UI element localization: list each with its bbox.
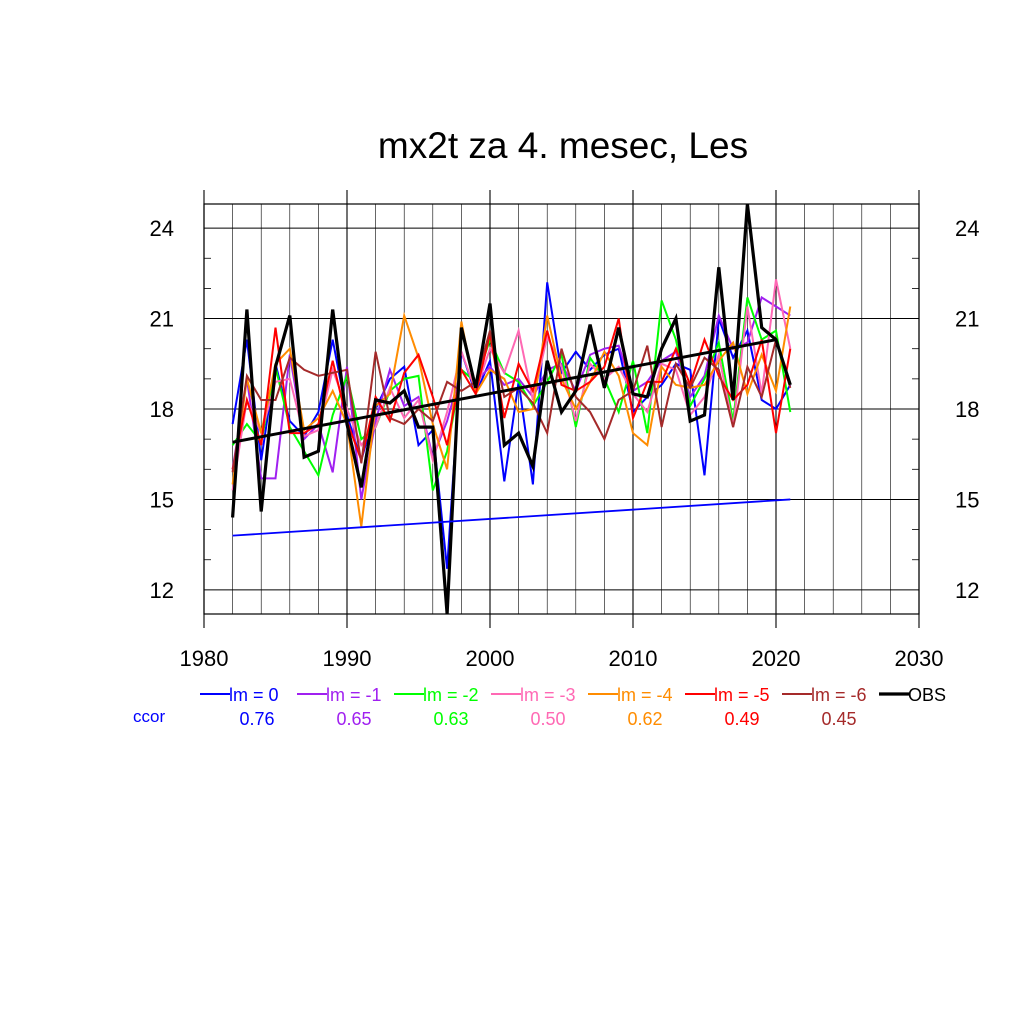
x-tick-label: 2010: [609, 646, 658, 671]
ccor-value: 0.62: [627, 709, 662, 729]
grid: [203, 190, 920, 628]
x-tick-label: 2000: [466, 646, 515, 671]
legend-label: lm = -1: [326, 685, 382, 705]
plot-frame: [203, 203, 920, 615]
trend-lines: [232, 338, 791, 537]
y-tick-label-left: 15: [150, 487, 174, 512]
x-tick-label: 2020: [752, 646, 801, 671]
y-tick-label-left: 18: [150, 397, 174, 422]
chart-title: mx2t za 4. mesec, Les: [378, 125, 748, 166]
series-line-lm2: [231, 297, 792, 491]
series-line-lm3: [231, 279, 792, 491]
y-tick-label-left: 12: [150, 578, 174, 603]
series-line-lm4: [231, 306, 792, 527]
plot-border: [203, 203, 920, 615]
series-line-obs: [231, 203, 792, 615]
x-tick-label: 2030: [895, 646, 944, 671]
legend-label: lm = -2: [423, 685, 479, 705]
y-tick-label-right: 18: [955, 397, 979, 422]
trend-line-obs: [232, 338, 777, 444]
y-tick-label-right: 21: [955, 307, 979, 332]
y-tick-label-right: 24: [955, 216, 979, 241]
legend-label: lm = 0: [229, 685, 279, 705]
y-tick-label-left: 21: [150, 307, 174, 332]
legend-label: OBS: [908, 685, 946, 705]
legend-label: lm = -5: [714, 685, 770, 705]
trend-line-lm0: [232, 498, 791, 537]
ccor-value: 0.50: [530, 709, 565, 729]
legend: lm = 0 0.76 lm = -1 0.65 lm = -2 0.63 lm = -3 0…: [133, 685, 946, 729]
ccor-label: ccor: [133, 707, 165, 726]
legend-label: lm = -6: [811, 685, 867, 705]
ccor-value: 0.49: [724, 709, 759, 729]
y-tick-label-right: 12: [955, 578, 979, 603]
legend-label: lm = -3: [520, 685, 576, 705]
y-tick-label-left: 24: [150, 216, 174, 241]
ccor-value: 0.65: [336, 709, 371, 729]
tick-labels: 1980 1990 2000 2010 2020 2030 12 12 15 15 18 18 21 21…: [150, 216, 980, 671]
legend-label: lm = -4: [617, 685, 673, 705]
ccor-value: 0.63: [433, 709, 468, 729]
ccor-value: 0.76: [239, 709, 274, 729]
x-tick-label: 1990: [323, 646, 372, 671]
y-tick-label-right: 15: [955, 487, 979, 512]
ccor-value: 0.45: [821, 709, 856, 729]
x-tick-label: 1980: [180, 646, 229, 671]
